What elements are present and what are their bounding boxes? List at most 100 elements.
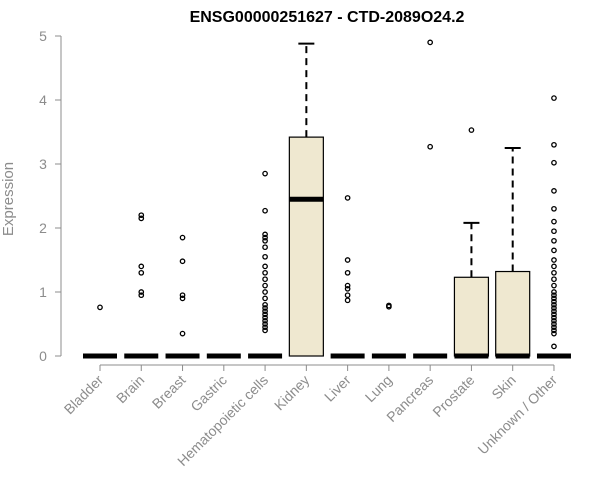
outlier-11-20 <box>551 247 557 254</box>
outlier-11-18 <box>551 263 557 270</box>
y-tick-label-5: 5 <box>39 28 47 44</box>
outlier-11-24 <box>551 205 557 212</box>
x-tick-label-2: Breast <box>149 372 189 412</box>
y-tick-label-1: 1 <box>39 284 47 300</box>
outlier-4-19 <box>262 231 268 238</box>
outlier-8-0 <box>427 143 434 150</box>
outlier-11-1 <box>551 330 557 337</box>
outlier-11-11 <box>551 298 557 305</box>
box-group-2 <box>165 234 200 359</box>
outlier-11-5 <box>551 317 557 324</box>
x-tick-label-9: Prostate <box>429 372 477 420</box>
box-group-1 <box>124 212 159 359</box>
outlier-11-4 <box>551 321 557 327</box>
outlier-4-2 <box>262 321 268 327</box>
outlier-2-2 <box>179 292 186 299</box>
outlier-4-20 <box>262 207 268 214</box>
outlier-4-18 <box>262 234 268 241</box>
outlier-8-1 <box>427 39 434 46</box>
outlier-4-21 <box>262 170 268 177</box>
outlier-11-15 <box>551 282 557 289</box>
outlier-4-6 <box>262 308 268 315</box>
outlier-11-26 <box>551 159 557 166</box>
outlier-6-2 <box>344 285 351 292</box>
outlier-11-2 <box>551 327 557 334</box>
y-axis-label: Expression <box>0 162 17 236</box>
outlier-11-0 <box>551 343 557 350</box>
outlier-4-13 <box>262 269 268 276</box>
outlier-1-5 <box>138 212 145 219</box>
outlier-4-14 <box>262 263 268 270</box>
outlier-6-3 <box>344 282 351 289</box>
outlier-11-6 <box>551 314 557 321</box>
box-group-0 <box>83 304 117 359</box>
outlier-4-5 <box>262 311 268 318</box>
outlier-9-0 <box>468 127 475 133</box>
outlier-0-0 <box>97 304 103 311</box>
outlier-2-4 <box>179 234 186 241</box>
y-axis: 0 1 2 3 4 5 <box>39 28 62 364</box>
outlier-11-9 <box>551 305 557 311</box>
outlier-4-15 <box>262 253 268 260</box>
outlier-4-16 <box>262 244 268 251</box>
outlier-11-21 <box>551 237 557 244</box>
x-tick-label-7: Lung <box>362 372 395 405</box>
outlier-11-13 <box>551 292 557 299</box>
y-tick-label-4: 4 <box>39 92 47 108</box>
outlier-7-1 <box>386 302 392 309</box>
box-group-8 <box>413 39 448 359</box>
outlier-11-22 <box>551 228 557 235</box>
outlier-11-28 <box>551 95 557 101</box>
outlier-1-4 <box>138 215 145 222</box>
outlier-11-19 <box>551 257 557 263</box>
outlier-11-3 <box>551 324 557 331</box>
box-group-5 <box>288 42 324 357</box>
outlier-6-5 <box>344 257 351 263</box>
y-tick-label-0: 0 <box>39 348 47 364</box>
chart-title: ENSG00000251627 - CTD-2089O24.2 <box>190 9 465 26</box>
x-tick-label-6: Liver <box>321 372 354 405</box>
outlier-4-17 <box>262 237 268 244</box>
outlier-6-0 <box>344 297 351 304</box>
box-10 <box>495 270 531 357</box>
outlier-4-9 <box>262 295 268 302</box>
outlier-2-3 <box>179 258 186 265</box>
outlier-11-8 <box>551 308 557 315</box>
outlier-4-12 <box>262 276 268 283</box>
outlier-11-12 <box>551 295 557 302</box>
box-group-6 <box>330 195 365 359</box>
outlier-4-3 <box>262 317 268 324</box>
outlier-1-1 <box>138 289 145 295</box>
box-group-7 <box>371 302 406 359</box>
outlier-6-6 <box>344 195 351 201</box>
box-series <box>83 39 571 359</box>
x-tick-label-0: Bladder <box>61 372 107 418</box>
outlier-11-7 <box>551 311 557 318</box>
outlier-4-0 <box>262 327 268 334</box>
outlier-11-14 <box>551 289 557 295</box>
box-9 <box>453 276 490 357</box>
outlier-11-17 <box>551 269 557 276</box>
outlier-1-3 <box>138 263 145 270</box>
box-group-9 <box>453 127 490 359</box>
box-group-4 <box>248 170 283 359</box>
box-5 <box>288 136 324 357</box>
outlier-4-8 <box>262 301 268 308</box>
outlier-11-16 <box>551 276 557 283</box>
y-tick-label-3: 3 <box>39 156 47 172</box>
outlier-11-23 <box>551 218 557 225</box>
outlier-4-7 <box>262 305 268 311</box>
outlier-11-10 <box>551 301 557 308</box>
outlier-11-25 <box>551 188 557 194</box>
outlier-4-4 <box>262 314 268 321</box>
outlier-2-1 <box>179 295 186 302</box>
box-group-10 <box>495 147 531 359</box>
outlier-1-0 <box>138 292 145 299</box>
x-tick-label-5: Kidney <box>271 372 313 414</box>
outlier-2-0 <box>179 330 186 337</box>
outlier-4-11 <box>262 282 268 289</box>
outlier-6-1 <box>344 292 351 299</box>
outlier-4-10 <box>262 289 268 295</box>
